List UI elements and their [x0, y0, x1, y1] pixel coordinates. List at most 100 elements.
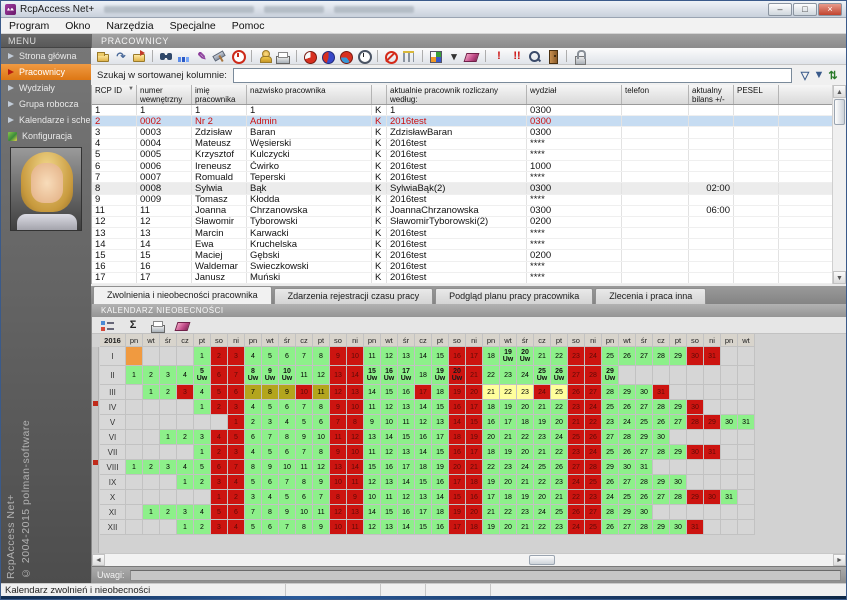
day-cell[interactable]: 30 [619, 460, 636, 475]
close-button[interactable]: × [818, 2, 842, 16]
day-cell[interactable]: 13 [330, 366, 347, 385]
sidebar-item-wydzia-y[interactable]: Wydziały [1, 80, 91, 96]
menu-narz-dzia[interactable]: Narzędzia [106, 19, 154, 32]
day-cell[interactable]: 19 [500, 445, 517, 460]
day-cell[interactable]: 17 [483, 490, 500, 505]
day-cell[interactable]: 31 [653, 385, 670, 400]
day-cell[interactable]: 20 [551, 415, 568, 430]
day-cell[interactable]: 5 [262, 347, 279, 366]
day-cell[interactable]: 15 [381, 505, 398, 520]
day-cell[interactable]: 9 [330, 347, 347, 366]
column-header-numer-wewn-trzny[interactable]: numer wewnętrzny [137, 85, 192, 104]
day-cell[interactable]: 5 Uw [194, 366, 211, 385]
worktime-clock-icon[interactable] [356, 49, 372, 64]
day-cell[interactable]: 29 [619, 505, 636, 520]
day-cell[interactable]: 20 [466, 385, 483, 400]
day-cell[interactable]: 19 Uw [500, 347, 517, 366]
day-cell[interactable]: 22 [483, 366, 500, 385]
day-cell[interactable]: 29 [602, 460, 619, 475]
day-cell[interactable]: 4 [194, 385, 211, 400]
scroll-up-arrow[interactable]: ▲ [833, 85, 846, 98]
column-header-wydzia[interactable]: wydział [527, 85, 622, 104]
day-cell[interactable]: 1 [177, 520, 194, 535]
day-cell[interactable]: 10 [364, 490, 381, 505]
day-cell[interactable]: 12 [313, 460, 330, 475]
day-cell[interactable]: 14 [364, 385, 381, 400]
sidebar-item-strona-g-wna[interactable]: Strona główna [1, 48, 91, 64]
day-cell[interactable]: 14 [415, 400, 432, 415]
print-calendar-icon[interactable] [150, 318, 166, 333]
day-cell[interactable]: 2 [194, 520, 211, 535]
day-cell[interactable]: 22 [568, 490, 585, 505]
day-cell[interactable]: 18 [483, 400, 500, 415]
table-row[interactable]: 12 12 Sławomir Tyborowski K SławomirTyborowsk… [92, 216, 832, 229]
day-cell[interactable]: 25 [602, 445, 619, 460]
day-cell[interactable]: 5 [194, 460, 211, 475]
day-cell[interactable]: 27 [619, 475, 636, 490]
day-cell[interactable]: 1 [126, 366, 143, 385]
day-cell[interactable]: 3 [177, 385, 194, 400]
day-cell[interactable]: 3 [245, 490, 262, 505]
day-cell[interactable]: 11 [347, 520, 364, 535]
day-cell[interactable]: 27 [585, 505, 602, 520]
day-cell[interactable]: 24 [585, 347, 602, 366]
day-cell[interactable]: 22 [551, 347, 568, 366]
day-cell[interactable]: 14 [398, 520, 415, 535]
day-cell[interactable]: 28 [653, 400, 670, 415]
day-cell[interactable]: 5 [228, 430, 245, 445]
edit-icon[interactable]: ✎ [197, 50, 207, 63]
sum-icon[interactable]: Σ [129, 319, 137, 331]
day-cell[interactable]: 29 Uw [602, 366, 619, 385]
eraser-icon[interactable] [464, 49, 480, 64]
day-cell[interactable]: 12 [381, 400, 398, 415]
day-cell[interactable]: 24 [517, 460, 534, 475]
day-cell[interactable]: 25 [534, 460, 551, 475]
day-cell[interactable]: 1 [194, 347, 211, 366]
day-cell[interactable]: 17 [398, 460, 415, 475]
day-cell[interactable]: 21 [568, 415, 585, 430]
day-cell[interactable]: 6 [262, 520, 279, 535]
employee-icon[interactable] [257, 49, 273, 64]
column-header-aktualny-bilans[interactable]: aktualny bilans +/- [689, 85, 734, 104]
day-cell[interactable]: 24 [585, 400, 602, 415]
day-cell[interactable]: 10 [279, 460, 296, 475]
day-cell[interactable]: 23 [534, 430, 551, 445]
day-cell[interactable]: 5 [262, 445, 279, 460]
day-cell[interactable]: 15 Uw [364, 366, 381, 385]
day-cell[interactable]: 24 [517, 366, 534, 385]
column-header-rcp-id[interactable]: RCP ID ▼ [92, 85, 137, 104]
statistics-icon[interactable] [176, 49, 192, 64]
day-cell[interactable]: 21 [534, 445, 551, 460]
column-header-aktualnie-pracownik-rozliczany-wed-ug[interactable]: aktualnie pracownik rozliczany według: [387, 85, 527, 104]
day-cell[interactable]: 25 [619, 490, 636, 505]
day-cell[interactable]: 13 [398, 400, 415, 415]
day-cell[interactable]: 5 [245, 475, 262, 490]
table-row[interactable]: 16 16 Waldemar Świeczkowski K 2016test **** [92, 261, 832, 273]
day-cell[interactable]: 23 [585, 490, 602, 505]
sidebar-item-kalendarze-i-schematy[interactable]: Kalendarze i schematy [1, 112, 91, 128]
tab-zdarzenia-rejestracji-czasu-pracy[interactable]: Zdarzenia rejestracji czasu pracy [273, 288, 434, 304]
day-cell[interactable]: 16 [449, 445, 466, 460]
day-cell[interactable]: 9 [347, 490, 364, 505]
hscrollbar-thumb[interactable] [529, 555, 556, 565]
day-cell[interactable]: 8 [245, 460, 262, 475]
day-cell[interactable]: 26 [619, 400, 636, 415]
day-cell[interactable]: 30 [636, 505, 653, 520]
day-cell[interactable]: 19 [500, 400, 517, 415]
day-cell[interactable]: 4 [177, 366, 194, 385]
day-cell[interactable]: 1 [228, 415, 245, 430]
day-cell[interactable]: 30 [704, 490, 721, 505]
day-cell[interactable]: 4 [194, 505, 211, 520]
scroll-down-arrow[interactable]: ▼ [833, 271, 846, 284]
day-cell[interactable]: 28 [636, 475, 653, 490]
day-cell[interactable]: 24 [585, 445, 602, 460]
day-cell[interactable]: 20 [517, 400, 534, 415]
day-cell[interactable]: 31 [636, 460, 653, 475]
day-cell[interactable]: 2 [211, 347, 228, 366]
filter-edit-icon[interactable]: ▼ [813, 69, 825, 81]
day-cell[interactable]: 13 [347, 385, 364, 400]
day-cell[interactable]: 10 [330, 520, 347, 535]
day-cell[interactable]: 4 [211, 430, 228, 445]
day-cell[interactable]: 25 [551, 505, 568, 520]
day-cell[interactable]: 27 [670, 415, 687, 430]
